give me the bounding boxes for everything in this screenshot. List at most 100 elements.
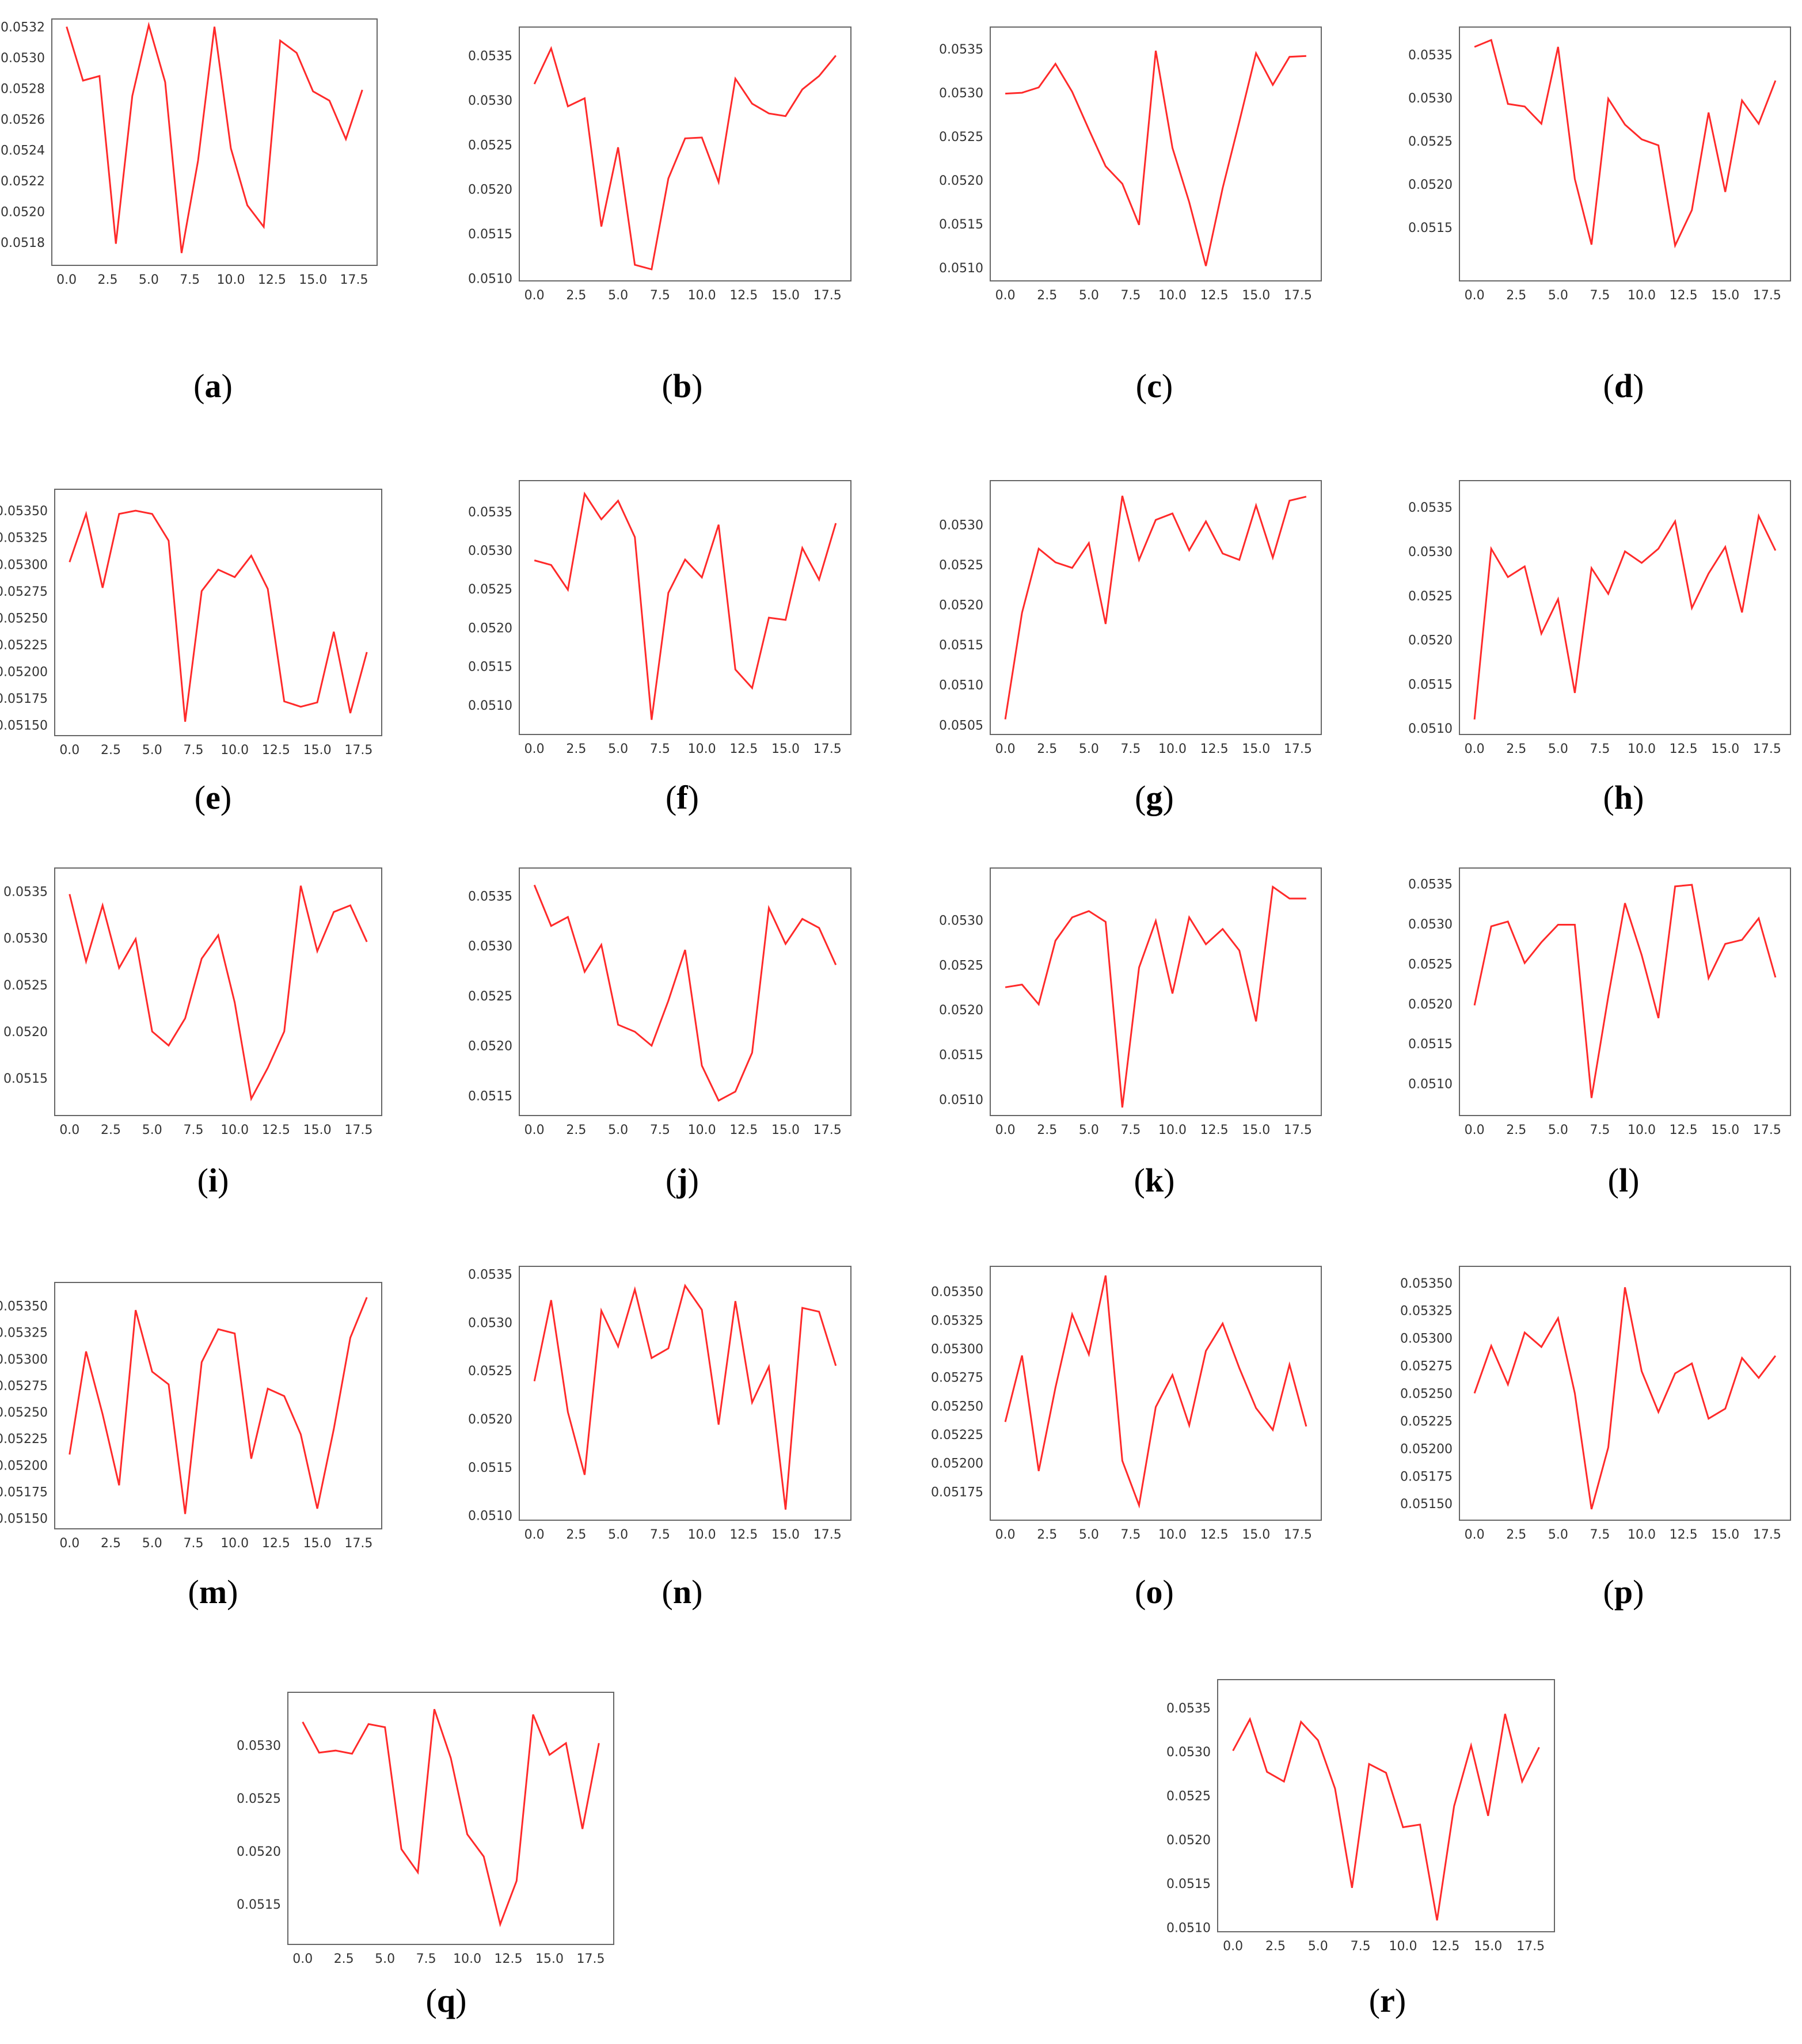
x-tick-label: 17.5 — [344, 1123, 372, 1137]
x-tick-label: 10.0 — [1628, 742, 1656, 756]
y-tick-label: 0.05325 — [0, 531, 48, 546]
y-tick-label: 0.05200 — [0, 665, 48, 679]
panel-caption: (l) — [1608, 1162, 1640, 1199]
x-tick-label: 10.0 — [688, 742, 716, 756]
caption-close-paren: ) — [688, 779, 699, 816]
x-tick-label: 12.5 — [1670, 742, 1698, 756]
x-tick-label: 2.5 — [566, 1528, 586, 1542]
y-tick-label: 0.0520 — [1166, 1833, 1211, 1848]
x-tick-label: 7.5 — [183, 1123, 203, 1137]
caption-close-paren: ) — [227, 1573, 238, 1611]
y-tick-label: 0.0530 — [468, 544, 512, 558]
caption-close-paren: ) — [455, 1982, 466, 2019]
x-tick-label: 0.0 — [995, 1528, 1016, 1542]
caption-letter: l — [1619, 1162, 1628, 1199]
x-tick-label: 5.0 — [608, 742, 628, 756]
y-tick-label: 0.05300 — [0, 1353, 48, 1367]
caption-letter: h — [1614, 779, 1633, 816]
plot-frame — [519, 867, 851, 1116]
x-tick-label: 2.5 — [1037, 1123, 1057, 1137]
panel-caption: (k) — [1134, 1162, 1175, 1199]
caption-letter: k — [1145, 1162, 1164, 1199]
caption-close-paren: ) — [691, 367, 702, 405]
y-tick-label: 0.0520 — [1408, 178, 1453, 192]
plot-frame — [54, 867, 382, 1116]
x-tick-label: 7.5 — [1120, 742, 1140, 756]
y-tick-label: 0.0515 — [939, 1048, 983, 1063]
x-tick-label: 10.0 — [221, 1123, 249, 1137]
y-tick-label: 0.05150 — [0, 718, 48, 733]
x-tick-label: 5.0 — [1548, 288, 1568, 303]
panel-p: 0.0 2.5 5.0 7.5 10.0 12.5 15.0 17.5 0.05150 0.051… — [1400, 1266, 1791, 1611]
panel-caption: (a) — [193, 367, 233, 405]
panel-n: 0.0 2.5 5.0 7.5 10.0 12.5 15.0 17.5 0.0510 0.0515… — [468, 1266, 851, 1611]
caption-letter: d — [1614, 367, 1633, 405]
y-tick-label: 0.0520 — [468, 621, 512, 635]
x-tick-label: 12.5 — [495, 1952, 523, 1966]
caption-letter: g — [1146, 779, 1163, 816]
caption-open-paren: ( — [1136, 367, 1147, 405]
caption-close-paren: ) — [1633, 367, 1644, 405]
y-tick-label: 0.05250 — [931, 1399, 983, 1414]
y-tick-label: 0.0515 — [1408, 221, 1453, 235]
x-tick-label: 10.0 — [1389, 1939, 1417, 1954]
caption-open-paren: ( — [1135, 779, 1146, 816]
x-tick-label: 12.5 — [262, 1536, 290, 1551]
x-tick-label: 17.5 — [813, 742, 842, 756]
y-tick-label: 0.0535 — [468, 505, 512, 520]
x-tick-label: 0.0 — [995, 742, 1016, 756]
y-tick-label: 0.0520 — [468, 183, 512, 197]
x-tick-label: 2.5 — [566, 1123, 586, 1137]
plot-frame — [54, 489, 382, 736]
y-tick-label: 0.05200 — [1400, 1442, 1453, 1456]
plot-frame — [990, 1266, 1322, 1521]
caption-open-paren: ( — [1603, 1573, 1614, 1611]
x-tick-label: 0.0 — [524, 742, 545, 756]
y-tick-label: 0.05325 — [931, 1314, 983, 1328]
x-tick-label: 10.0 — [1628, 1123, 1656, 1137]
x-tick-label: 12.5 — [729, 1123, 758, 1137]
y-tick-label: 0.0515 — [1166, 1877, 1211, 1891]
x-tick-label: 7.5 — [650, 1123, 670, 1137]
plot-frame — [51, 18, 378, 266]
x-tick-label: 2.5 — [98, 273, 118, 287]
series-line — [66, 21, 363, 253]
y-tick-label: 0.05275 — [0, 1379, 48, 1394]
plot-frame — [1217, 1679, 1555, 1932]
x-tick-label: 5.0 — [142, 1123, 162, 1137]
y-tick-label: 0.05300 — [0, 558, 48, 572]
y-tick-label: 0.0525 — [1408, 957, 1453, 972]
x-tick-label: 10.0 — [688, 1528, 716, 1542]
y-tick-label: 0.0510 — [939, 261, 983, 276]
x-tick-label: 5.0 — [1308, 1939, 1328, 1954]
y-tick-label: 0.05175 — [931, 1485, 983, 1499]
x-tick-label: 7.5 — [1120, 1123, 1140, 1137]
y-tick-label: 0.0515 — [237, 1898, 281, 1912]
y-tick-label: 0.0520 — [1408, 634, 1453, 648]
x-tick-label: 15.0 — [1242, 742, 1270, 756]
panel-m: 0.0 2.5 5.0 7.5 10.0 12.5 15.0 17.5 0.05150 0.051… — [0, 1282, 382, 1611]
panel-caption: (q) — [426, 1982, 467, 2019]
caption-close-paren: ) — [691, 1573, 702, 1611]
x-tick-label: 17.5 — [340, 273, 368, 287]
x-tick-label: 0.0 — [292, 1952, 313, 1966]
x-tick-label: 12.5 — [1200, 1123, 1229, 1137]
panel-q: 0.0 2.5 5.0 7.5 10.0 12.5 15.0 17.5 0.0515 0.0520… — [237, 1692, 614, 2019]
y-tick-label: 0.0515 — [939, 638, 983, 653]
series-line — [1473, 1287, 1777, 1510]
x-tick-label: 15.0 — [1242, 1528, 1270, 1542]
plot-frame — [54, 1282, 382, 1529]
y-tick-label: 0.05175 — [0, 1485, 48, 1499]
x-tick-label: 17.5 — [1753, 1123, 1781, 1137]
x-tick-label: 2.5 — [566, 288, 586, 303]
y-tick-label: 0.0510 — [939, 1093, 983, 1107]
caption-close-paren: ) — [222, 367, 233, 405]
x-tick-label: 0.0 — [1465, 288, 1485, 303]
y-tick-label: 0.05225 — [0, 1432, 48, 1447]
panel-j: 0.0 2.5 5.0 7.5 10.0 12.5 15.0 17.5 0.0515 0.0520… — [468, 867, 851, 1199]
x-tick-label: 10.0 — [688, 1123, 716, 1137]
y-tick-label: 0.0515 — [468, 1461, 512, 1475]
x-tick-label: 17.5 — [813, 288, 842, 303]
x-tick-label: 17.5 — [1284, 1528, 1312, 1542]
x-tick-label: 17.5 — [344, 1536, 372, 1551]
